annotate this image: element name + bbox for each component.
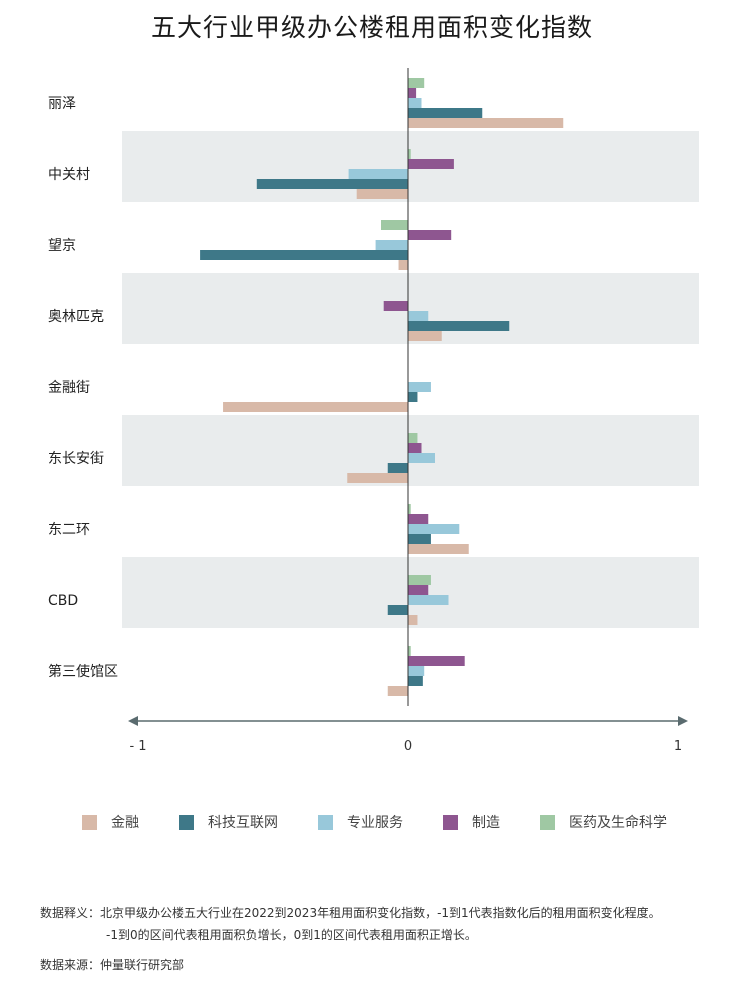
legend-label: 制造 [472, 815, 500, 831]
bar-制造 [408, 443, 422, 453]
bar-专业服务 [348, 169, 408, 179]
bar-制造 [408, 514, 429, 524]
bar-医药及生命科学 [408, 504, 411, 514]
bar-医药及生命科学 [381, 220, 408, 230]
bar-金融 [387, 686, 408, 696]
bar-金融 [408, 331, 442, 341]
bar-制造 [408, 230, 452, 240]
category-label: 第三使馆区 [48, 663, 118, 680]
bar-金融 [398, 260, 408, 270]
bar-专业服务 [375, 240, 408, 250]
legend-label: 专业服务 [347, 815, 403, 831]
x-axis-arrow-left [128, 716, 138, 726]
chart-legend: 金融 科技互联网 专业服务 制造 医药及生命科学 [82, 812, 707, 832]
bar-金融 [356, 189, 408, 199]
x-tick-label: 0 [404, 739, 412, 754]
x-tick-label: 1 [674, 739, 682, 754]
category-label: 望京 [48, 238, 76, 254]
bar-科技互联网 [408, 392, 418, 402]
legend-swatch [82, 814, 97, 830]
legend-swatch [318, 814, 333, 830]
x-axis-arrow-right [678, 716, 688, 726]
bar-医药及生命科学 [408, 433, 418, 443]
bar-金融 [408, 544, 469, 554]
notes-line-1: 数据释义：北京甲级办公楼五大行业在2022到2023年租用面积变化指数，-1到1… [40, 906, 661, 920]
bar-金融 [408, 118, 564, 128]
bar-科技互联网 [387, 605, 408, 615]
bar-医药及生命科学 [408, 575, 431, 585]
notes-line-2: -1到0的区间代表租用面积负增长，0到1的区间代表租用面积正增长。 [106, 928, 477, 942]
bar-制造 [408, 585, 429, 595]
bar-金融 [347, 473, 408, 483]
category-label: 东二环 [48, 522, 90, 538]
data-notes: 数据释义：北京甲级办公楼五大行业在2022到2023年租用面积变化指数，-1到1… [40, 902, 661, 946]
bar-金融 [408, 615, 418, 625]
category-label: 奥林匹克 [48, 308, 104, 325]
bar-制造 [408, 159, 454, 169]
bar-金融 [223, 402, 408, 412]
bar-制造 [383, 301, 408, 311]
bar-医药及生命科学 [408, 646, 411, 656]
bar-科技互联网 [408, 321, 510, 331]
legend-item: 制造 [443, 812, 500, 832]
legend-label: 医药及生命科学 [569, 815, 667, 831]
bar-科技互联网 [408, 108, 483, 118]
legend-item: 金融 [82, 812, 139, 832]
category-label: 丽泽 [48, 96, 76, 112]
bar-科技互联网 [387, 463, 408, 473]
legend-label: 金融 [111, 815, 139, 831]
x-tick-label: - 1 [129, 739, 146, 754]
bar-专业服务 [408, 98, 422, 108]
legend-swatch [179, 814, 194, 830]
category-label: CBD [48, 593, 78, 609]
bar-专业服务 [408, 382, 431, 392]
category-label: 金融街 [48, 380, 90, 396]
legend-item: 专业服务 [318, 812, 403, 832]
category-label: 东长安街 [48, 451, 104, 467]
bar-医药及生命科学 [408, 78, 425, 88]
legend-swatch [540, 814, 555, 830]
bar-科技互联网 [256, 179, 408, 189]
bar-专业服务 [408, 311, 429, 321]
bar-医药及生命科学 [408, 149, 411, 159]
legend-item: 科技互联网 [179, 812, 278, 832]
bar-专业服务 [408, 595, 449, 605]
category-label: 中关村 [48, 167, 90, 183]
legend-item: 医药及生命科学 [540, 812, 667, 832]
bar-制造 [408, 656, 465, 666]
chart-title: 五大行业甲级办公楼租用面积变化指数 [150, 13, 593, 42]
bar-专业服务 [408, 453, 435, 463]
bar-专业服务 [408, 666, 425, 676]
bar-科技互联网 [408, 534, 431, 544]
bar-科技互联网 [200, 250, 408, 260]
legend-swatch [443, 814, 458, 830]
bar-制造 [408, 88, 417, 98]
bar-科技互联网 [408, 676, 423, 686]
bar-专业服务 [408, 524, 460, 534]
data-source: 数据来源：仲量联行研究部 [40, 958, 185, 972]
legend-label: 科技互联网 [208, 815, 278, 831]
